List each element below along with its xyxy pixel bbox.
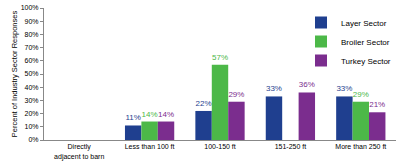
svg-text:36%: 36% xyxy=(299,80,315,89)
svg-text:33%: 33% xyxy=(336,84,352,93)
svg-text:57%: 57% xyxy=(212,53,228,62)
svg-text:151-250 ft: 151-250 ft xyxy=(275,143,307,150)
svg-text:33%: 33% xyxy=(266,84,282,93)
svg-text:Less than 100 ft: Less than 100 ft xyxy=(125,143,175,150)
svg-text:50%: 50% xyxy=(25,70,39,77)
svg-text:60%: 60% xyxy=(25,57,39,64)
svg-text:Broiler Sector: Broiler Sector xyxy=(341,38,390,47)
svg-text:Layer Sector: Layer Sector xyxy=(341,19,387,28)
svg-text:90%: 90% xyxy=(25,18,39,25)
svg-text:30%: 30% xyxy=(25,97,39,104)
svg-text:22%: 22% xyxy=(196,99,212,108)
svg-text:100-150 ft: 100-150 ft xyxy=(204,143,236,150)
svg-text:20%: 20% xyxy=(25,110,39,117)
svg-text:29%: 29% xyxy=(353,90,369,99)
svg-text:29%: 29% xyxy=(228,90,244,99)
svg-text:80%: 80% xyxy=(25,31,39,38)
svg-text:10%: 10% xyxy=(25,123,39,130)
svg-text:21%: 21% xyxy=(369,100,385,109)
svg-text:14%: 14% xyxy=(142,110,158,119)
svg-text:40%: 40% xyxy=(25,84,39,91)
svg-text:Turkey Sector: Turkey Sector xyxy=(341,57,391,66)
svg-text:Directlyadjacent to barn: Directlyadjacent to barn xyxy=(54,143,104,160)
svg-text:11%: 11% xyxy=(125,113,140,122)
svg-text:Percent of Industry Sector Res: Percent of Industry Sector Responses xyxy=(10,11,19,138)
svg-text:More than 250 ft: More than 250 ft xyxy=(335,143,386,150)
svg-text:14%: 14% xyxy=(158,110,174,119)
svg-text:100%: 100% xyxy=(21,4,39,11)
svg-text:70%: 70% xyxy=(25,44,39,51)
svg-text:0%: 0% xyxy=(28,136,38,143)
